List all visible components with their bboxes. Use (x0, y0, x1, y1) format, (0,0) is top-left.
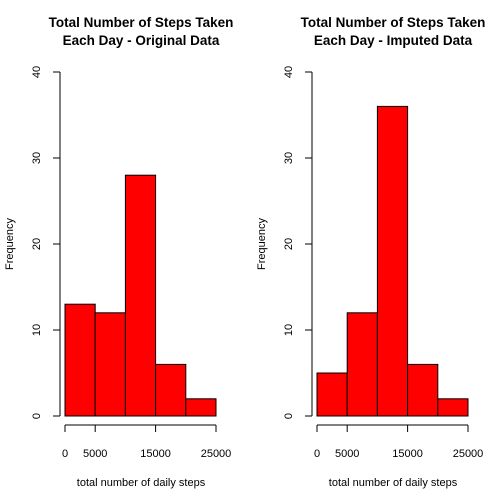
histogram-bar (346, 312, 378, 417)
y-tick-label: 0 (283, 413, 295, 419)
x-tick-label: 25000 (453, 448, 484, 460)
x-tick-label: 0 (314, 448, 320, 460)
x-axis-label: total number of daily steps (77, 477, 206, 489)
y-tick-label: 10 (31, 324, 43, 336)
y-tick-label: 30 (283, 152, 295, 164)
histogram-panel-imputed: Total Number of Steps Taken Each Day - I… (256, 15, 485, 489)
histogram-bar (376, 105, 409, 417)
x-tick-label: 0 (62, 448, 68, 460)
y-axis: 0 10 20 30 40 (283, 66, 313, 419)
histogram-bar (64, 303, 96, 417)
y-axis: 0 10 20 30 40 (31, 66, 61, 419)
y-tick-label: 0 (31, 413, 43, 419)
x-axis: 0 5000 15000 25000 (314, 424, 484, 460)
y-tick-label: 20 (31, 238, 43, 250)
histogram-bar (124, 174, 157, 417)
histogram-bar (185, 398, 217, 417)
bars-group (316, 105, 469, 417)
histogram-bar (316, 372, 348, 417)
histogram-bar (155, 363, 187, 417)
bars-group (64, 174, 217, 417)
y-tick-label: 20 (283, 238, 295, 250)
y-axis-label: Frequency (4, 218, 16, 270)
y-tick-label: 10 (283, 324, 295, 336)
x-axis: 0 5000 15000 25000 (62, 424, 232, 460)
histogram-panel-original: Total Number of Steps Taken Each Day - O… (4, 15, 233, 489)
histogram-bar (407, 363, 439, 417)
y-tick-label: 30 (31, 152, 43, 164)
y-tick-label: 40 (283, 66, 295, 78)
x-tick-label: 25000 (201, 448, 232, 460)
x-tick-label: 5000 (83, 448, 107, 460)
chart-title-line1: Total Number of Steps Taken (49, 15, 234, 30)
y-axis-label: Frequency (256, 218, 268, 270)
histogram-bar (94, 312, 126, 417)
chart-title-line1: Total Number of Steps Taken (301, 15, 486, 30)
x-tick-label: 5000 (335, 448, 359, 460)
chart-title-line2: Each Day - Original Data (63, 33, 220, 48)
y-tick-label: 40 (31, 66, 43, 78)
x-tick-label: 15000 (140, 448, 171, 460)
chart-title-line2: Each Day - Imputed Data (314, 33, 473, 48)
x-axis-label: total number of daily steps (329, 477, 458, 489)
histogram-bar (437, 398, 469, 417)
x-tick-label: 15000 (392, 448, 423, 460)
